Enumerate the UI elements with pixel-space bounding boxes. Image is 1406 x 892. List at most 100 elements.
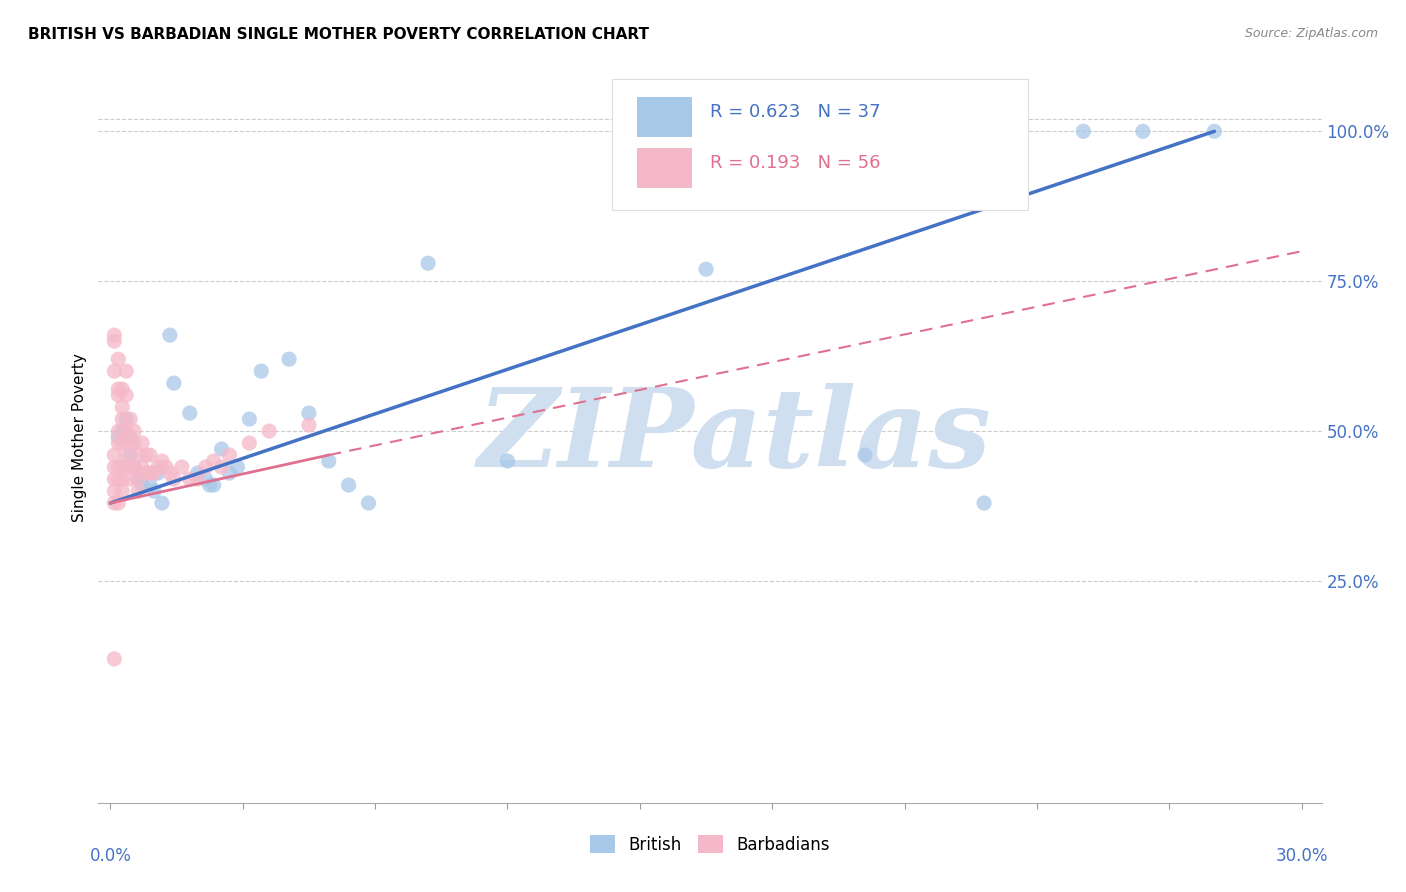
Point — [120, 472, 142, 486]
Point — [107, 388, 129, 402]
Point — [1204, 124, 1226, 138]
Point — [111, 436, 134, 450]
Text: BRITISH VS BARBADIAN SINGLE MOTHER POVERTY CORRELATION CHART: BRITISH VS BARBADIAN SINGLE MOTHER POVER… — [28, 27, 650, 42]
Point — [146, 460, 169, 475]
Y-axis label: Single Mother Poverty: Single Mother Poverty — [72, 352, 87, 522]
Point — [139, 448, 162, 462]
Text: R = 0.623   N = 37: R = 0.623 N = 37 — [710, 103, 880, 120]
Point — [107, 460, 129, 475]
Point — [139, 466, 162, 480]
Point — [194, 472, 217, 486]
Point — [120, 436, 142, 450]
Point — [226, 460, 249, 475]
Point — [278, 352, 301, 367]
Point — [103, 328, 125, 343]
Point — [122, 424, 145, 438]
Point — [111, 424, 134, 438]
Legend: British, Barbadians: British, Barbadians — [583, 829, 837, 860]
Point — [159, 328, 181, 343]
Point — [120, 412, 142, 426]
Point — [115, 424, 138, 438]
Point — [257, 424, 280, 438]
Point — [163, 376, 186, 391]
Point — [107, 472, 129, 486]
Point — [131, 436, 153, 450]
Point — [853, 448, 876, 462]
Point — [103, 496, 125, 510]
Point — [211, 460, 233, 475]
Text: ZIPatlas: ZIPatlas — [478, 384, 991, 491]
Point — [127, 472, 149, 486]
Point — [973, 496, 995, 510]
Point — [103, 448, 125, 462]
Point — [695, 262, 717, 277]
Point — [187, 472, 209, 486]
Point — [298, 406, 321, 420]
Point — [107, 430, 129, 444]
Point — [131, 460, 153, 475]
Point — [238, 412, 260, 426]
Point — [416, 256, 439, 270]
Point — [107, 382, 129, 396]
Point — [103, 652, 125, 666]
Point — [122, 460, 145, 475]
Point — [179, 406, 201, 420]
Text: 0.0%: 0.0% — [90, 847, 131, 864]
Point — [127, 472, 149, 486]
Point — [211, 442, 233, 456]
Point — [135, 448, 157, 462]
Point — [135, 466, 157, 480]
Point — [103, 334, 125, 348]
Point — [111, 483, 134, 498]
Point — [218, 448, 240, 462]
Point — [103, 483, 125, 498]
Point — [103, 364, 125, 378]
Point — [120, 448, 142, 462]
Point — [111, 382, 134, 396]
Point — [115, 448, 138, 462]
Point — [218, 466, 240, 480]
Point — [120, 430, 142, 444]
Point — [198, 478, 221, 492]
Point — [122, 436, 145, 450]
Point — [337, 478, 360, 492]
Point — [496, 454, 519, 468]
Point — [127, 448, 149, 462]
Point — [194, 460, 217, 475]
Text: R = 0.193   N = 56: R = 0.193 N = 56 — [710, 153, 880, 172]
Point — [107, 352, 129, 367]
Point — [107, 436, 129, 450]
Point — [179, 472, 201, 486]
Point — [139, 478, 162, 492]
Point — [107, 496, 129, 510]
Point — [143, 483, 166, 498]
Point — [143, 466, 166, 480]
Point — [238, 436, 260, 450]
Text: Source: ZipAtlas.com: Source: ZipAtlas.com — [1244, 27, 1378, 40]
Point — [357, 496, 380, 510]
Text: 30.0%: 30.0% — [1275, 847, 1329, 864]
Point — [103, 460, 125, 475]
Point — [115, 424, 138, 438]
Point — [1132, 124, 1154, 138]
Point — [150, 454, 173, 468]
Point — [155, 460, 177, 475]
Point — [163, 472, 186, 486]
Point — [115, 364, 138, 378]
FancyBboxPatch shape — [637, 148, 692, 188]
Point — [146, 466, 169, 480]
Point — [170, 460, 193, 475]
Point — [1073, 124, 1095, 138]
Point — [298, 418, 321, 433]
Point — [115, 388, 138, 402]
Point — [159, 466, 181, 480]
Point — [111, 472, 134, 486]
Point — [111, 400, 134, 414]
Point — [202, 454, 225, 468]
Point — [150, 496, 173, 510]
Point — [250, 364, 273, 378]
Point — [318, 454, 340, 468]
Point — [107, 424, 129, 438]
Point — [115, 412, 138, 426]
Point — [202, 478, 225, 492]
